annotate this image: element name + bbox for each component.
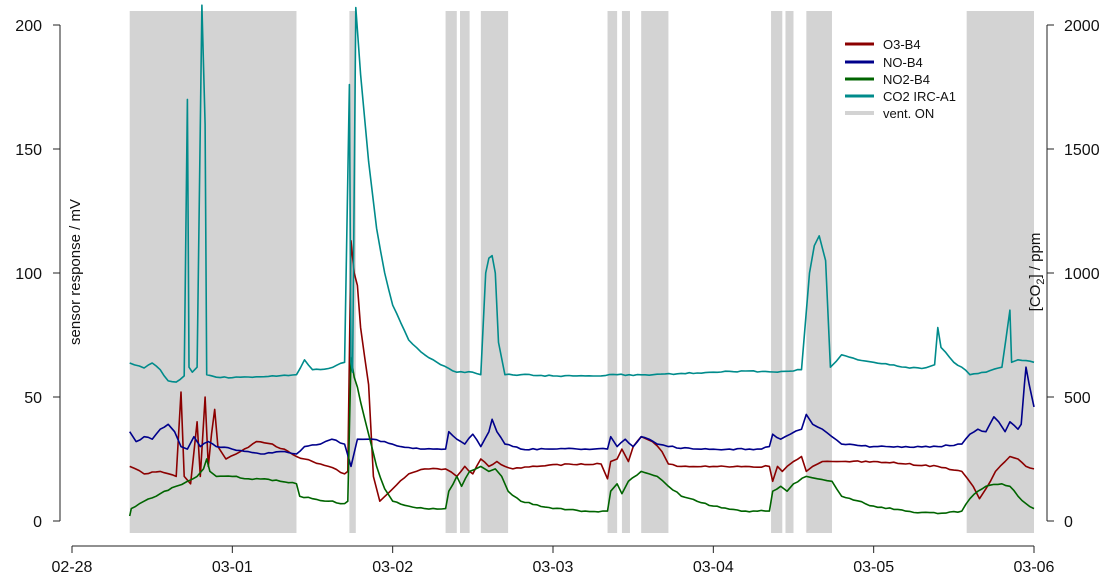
vent-on-band-6 xyxy=(621,11,630,533)
series-lines xyxy=(128,4,1035,517)
y-right-tick-label-0: 0 xyxy=(1064,514,1073,531)
x-tick-label-3: 03-03 xyxy=(533,559,574,576)
vent-on-band-3 xyxy=(460,11,470,533)
y-axis-right-title-part2: ] / ppm xyxy=(1027,233,1044,279)
y-axis-right-title-part1: [CO xyxy=(1027,285,1044,312)
series-line-no-b4 xyxy=(129,366,1035,468)
vent-on-band-11 xyxy=(966,11,1034,533)
y-right-tick-label-4: 2000 xyxy=(1064,18,1100,35)
vent-on-band-0 xyxy=(129,11,297,533)
y-right-tick-label-3: 1500 xyxy=(1064,142,1100,159)
y-left-tick-label-3: 150 xyxy=(15,142,42,159)
y-left-tick-label-0: 0 xyxy=(33,514,42,531)
y-axis-right-title: [CO2] / ppm xyxy=(1027,233,1047,312)
x-tick-label-1: 03-01 xyxy=(212,559,253,576)
y-right-tick-label-1: 500 xyxy=(1064,390,1091,407)
x-tick-label-5: 03-05 xyxy=(853,559,894,576)
y-left-tick-label-1: 50 xyxy=(24,390,42,407)
vent-on-band-8 xyxy=(771,11,783,533)
ticks: 02-28 03-01 03-02 03-03 03-04 03-05 03-06 0 50 10… xyxy=(15,18,1099,576)
y-right-tick-label-2: 1000 xyxy=(1064,266,1100,283)
series-line-no2-b4 xyxy=(128,356,1035,517)
legend-label-no2: NO2-B4 xyxy=(883,72,930,87)
vent-on-bands xyxy=(129,11,1034,533)
x-tick-label-0: 02-28 xyxy=(52,559,93,576)
series-line-co2-irc-a1 xyxy=(129,4,1035,383)
x-tick-label-6: 03-06 xyxy=(1014,559,1055,576)
legend-label-no: NO-B4 xyxy=(883,55,923,70)
legend-label-vent: vent. ON xyxy=(883,106,934,121)
vent-on-band-5 xyxy=(607,11,618,533)
legend-label-o3: O3-B4 xyxy=(883,37,921,52)
vent-on-band-1 xyxy=(349,11,356,533)
legend: O3-B4 NO-B4 NO2-B4 CO2 IRC-A1 vent. ON xyxy=(845,37,956,121)
y-left-tick-label-4: 200 xyxy=(15,18,42,35)
y-axis-left-title: sensor response / mV xyxy=(67,199,84,345)
vent-on-band-9 xyxy=(785,11,794,533)
series-line-o3-b4 xyxy=(129,240,1035,502)
y-left-tick-label-2: 100 xyxy=(15,266,42,283)
vent-on-band-2 xyxy=(445,11,457,533)
y-axis-right-title-sub: 2 xyxy=(1035,279,1047,285)
x-tick-label-4: 03-04 xyxy=(693,559,734,576)
legend-label-co2: CO2 IRC-A1 xyxy=(883,89,956,104)
vent-on-band-10 xyxy=(806,11,832,533)
x-tick-label-2: 03-02 xyxy=(372,559,413,576)
